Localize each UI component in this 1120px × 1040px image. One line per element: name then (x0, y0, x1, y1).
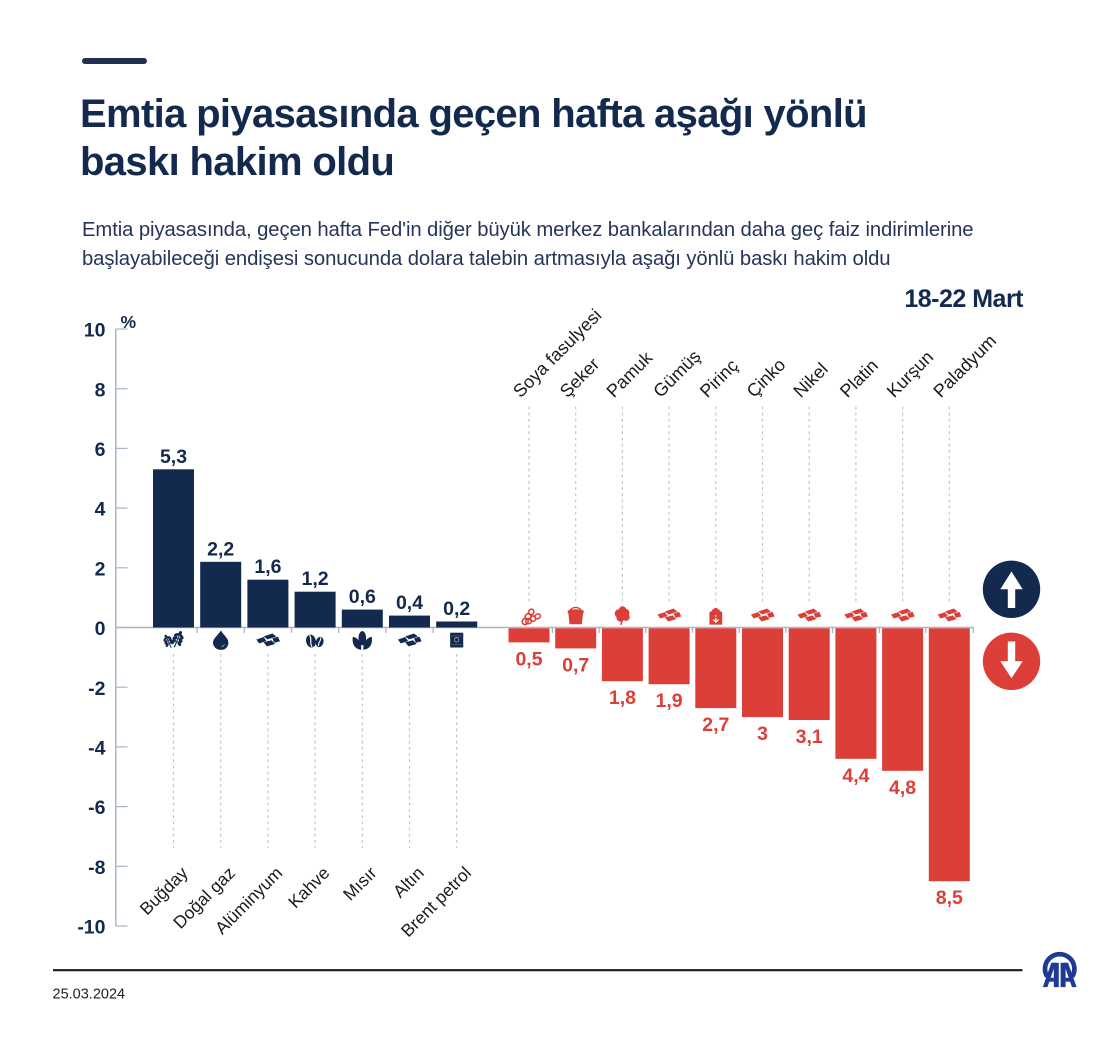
svg-text:Mısır: Mısır (339, 863, 381, 905)
svg-text:2,2: 2,2 (207, 538, 234, 560)
svg-text:4: 4 (95, 499, 106, 521)
svg-text:Kurşun: Kurşun (883, 347, 937, 401)
svg-text:Altın: Altın (389, 863, 428, 902)
svg-text:%: % (121, 312, 137, 332)
svg-text:0,7: 0,7 (562, 654, 589, 676)
svg-text:Platin: Platin (836, 355, 882, 401)
svg-text:0: 0 (95, 618, 106, 640)
svg-text:Çinko: Çinko (743, 355, 790, 402)
svg-text:8,5: 8,5 (936, 887, 963, 909)
svg-text:Pirinç: Pirinç (696, 355, 742, 401)
svg-text:8: 8 (95, 379, 106, 401)
svg-text:10: 10 (84, 320, 106, 342)
svg-text:1,9: 1,9 (656, 690, 683, 712)
svg-text:0,5: 0,5 (515, 648, 542, 670)
svg-text:3,1: 3,1 (796, 726, 823, 748)
svg-text:4,8: 4,8 (889, 777, 916, 799)
svg-text:-4: -4 (88, 738, 105, 760)
svg-text:4,4: 4,4 (842, 765, 869, 787)
svg-text:Paladyum: Paladyum (929, 331, 1000, 402)
svg-text:2: 2 (95, 558, 106, 580)
svg-text:2,7: 2,7 (702, 714, 729, 736)
svg-text:Gümüş: Gümüş (649, 346, 704, 401)
svg-text:Nikel: Nikel (789, 359, 831, 401)
svg-text:1,8: 1,8 (609, 687, 636, 709)
svg-text:-2: -2 (88, 678, 105, 700)
svg-text:-8: -8 (88, 857, 105, 879)
svg-text:-10: -10 (77, 917, 105, 939)
svg-text:1,6: 1,6 (254, 556, 281, 578)
svg-text:0,4: 0,4 (396, 592, 423, 614)
svg-text:3: 3 (757, 723, 768, 745)
svg-text:Pamuk: Pamuk (603, 347, 657, 401)
svg-text:0,2: 0,2 (443, 598, 470, 620)
svg-text:-6: -6 (88, 797, 105, 819)
svg-text:5,3: 5,3 (160, 446, 187, 468)
svg-text:6: 6 (95, 439, 106, 461)
svg-text:Kahve: Kahve (284, 863, 333, 912)
svg-text:25.03.2024: 25.03.2024 (53, 987, 126, 1003)
svg-text:0,6: 0,6 (349, 586, 376, 608)
svg-text:1,2: 1,2 (302, 568, 329, 590)
